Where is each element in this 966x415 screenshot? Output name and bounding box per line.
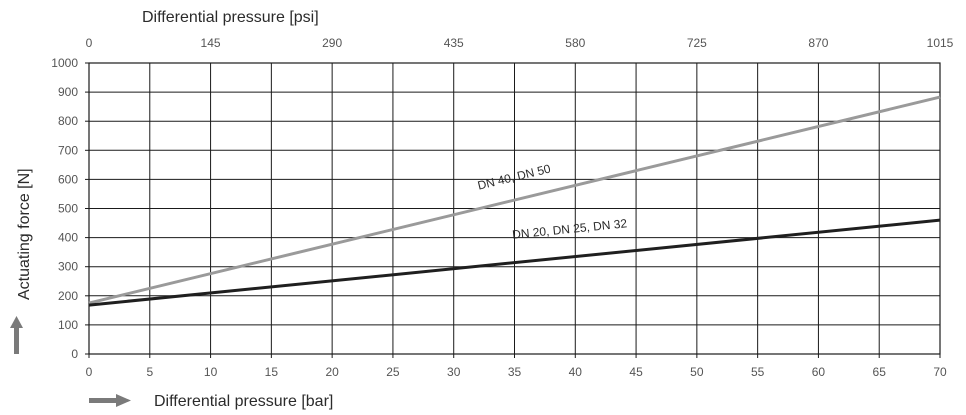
top-axis-title: Differential pressure [psi] <box>142 9 319 26</box>
x-tick-label: 0 <box>86 365 93 379</box>
top-tick-label: 1015 <box>927 36 954 50</box>
x-tick-label: 50 <box>690 365 704 379</box>
x-tick-label: 30 <box>447 365 461 379</box>
y-tick-label: 0 <box>71 347 78 361</box>
x-tick-label: 55 <box>751 365 765 379</box>
x-tick-label: 45 <box>629 365 643 379</box>
top-tick-label: 0 <box>86 36 93 50</box>
x-tick-label: 25 <box>386 365 400 379</box>
y-tick-label: 500 <box>58 202 78 216</box>
y-tick-label: 400 <box>58 231 78 245</box>
x-tick-label: 15 <box>265 365 279 379</box>
top-tick-label: 580 <box>565 36 585 50</box>
x-arrow-head <box>116 394 131 407</box>
y-tick-label: 200 <box>58 289 78 303</box>
x-arrow-shaft <box>89 398 117 403</box>
y-axis-arrow-icon <box>10 316 23 354</box>
top-tick-label: 435 <box>444 36 464 50</box>
x-tick-label: 60 <box>812 365 826 379</box>
top-tick-label: 725 <box>687 36 707 50</box>
y-arrow-head <box>10 316 23 328</box>
y-arrow-shaft <box>14 327 19 354</box>
x-tick-label: 70 <box>933 365 947 379</box>
x-tick-label: 5 <box>146 365 153 379</box>
y-tick-label: 600 <box>58 172 78 186</box>
x-tick-label: 65 <box>873 365 887 379</box>
x-tick-label: 10 <box>204 365 218 379</box>
y-tick-label: 700 <box>58 143 78 157</box>
top-tick-label: 870 <box>808 36 828 50</box>
top-tick-label: 145 <box>201 36 221 50</box>
x-tick-label: 35 <box>508 365 522 379</box>
top-tick-label: 290 <box>322 36 342 50</box>
y-tick-label: 100 <box>58 318 78 332</box>
y-tick-label: 800 <box>58 114 78 128</box>
grid-lines <box>85 63 940 358</box>
y-tick-label: 300 <box>58 260 78 274</box>
x-tick-label: 40 <box>569 365 583 379</box>
x-tick-label: 20 <box>325 365 339 379</box>
bottom-axis-title: Differential pressure [bar] <box>154 393 333 410</box>
x-axis-arrow-icon <box>89 394 131 407</box>
y-tick-label: 900 <box>58 85 78 99</box>
y-tick-label: 1000 <box>51 56 78 70</box>
y-axis-title: Actuating force [N] <box>16 168 33 300</box>
